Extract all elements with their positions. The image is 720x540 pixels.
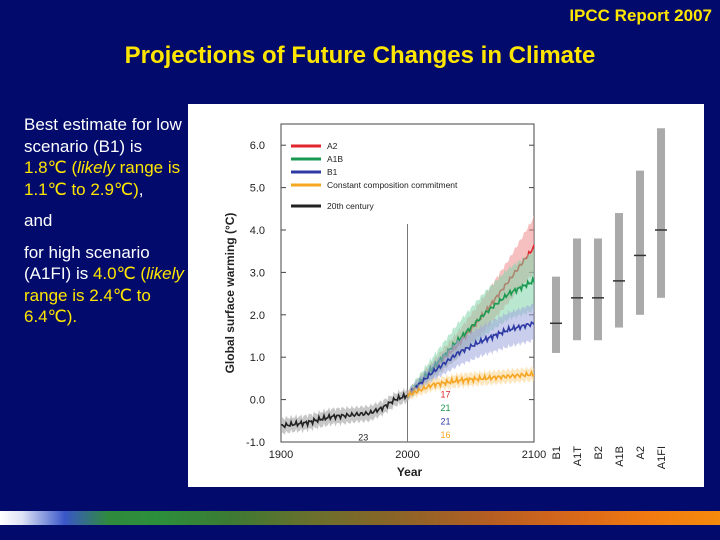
series-line-constant-composition-commitment — [406, 369, 535, 398]
model-count-label: 21 — [440, 417, 450, 427]
x-axis-label: Year — [397, 465, 423, 479]
chart-panel: -1.0 0.0 1.0 2.0 3.0 4.0 5.0 6.0 1900 2000 2100 Yea… — [188, 104, 704, 487]
series-line-20th-century — [280, 391, 408, 429]
high-scenario-paragraph: for high scenario (A1FI) is 4.0℃ (likely… — [24, 242, 186, 328]
range-bar-b1 — [552, 276, 560, 353]
scenario-label: A2 — [635, 446, 647, 459]
y-tick-label: 3.0 — [250, 267, 265, 279]
legend-label: A2 — [327, 141, 338, 151]
legend-label: A1B — [327, 154, 343, 164]
y-tick-label: 5.0 — [250, 183, 265, 195]
y-tick-label: 1.0 — [250, 352, 265, 364]
band-constant-composition-commitment — [407, 365, 534, 401]
scenario-label: B2 — [593, 446, 605, 459]
range-bar-b2 — [594, 238, 602, 341]
decorative-stripe — [0, 511, 720, 525]
band-b1 — [407, 303, 534, 402]
y-tick-label: 0.0 — [250, 395, 265, 407]
report-label: IPCC Report 2007 — [569, 6, 712, 25]
x-tick-label: 2000 — [395, 449, 419, 461]
y-tick-label: 2.0 — [250, 310, 265, 322]
series-line-b1 — [406, 320, 535, 398]
legend-label: 20th century — [327, 201, 375, 211]
low-scenario-paragraph: Best estimate for low scenario (B1) is 1… — [24, 114, 186, 200]
high-scenario-paren: ( — [135, 264, 147, 283]
range-bar-a1fi — [657, 128, 665, 298]
high-scenario-range: range is 2.4℃ to 6.4℃). — [24, 285, 151, 327]
low-scenario-intro: Best estimate for low scenario (B1) is — [24, 115, 182, 156]
range-bar-a1t — [573, 238, 581, 341]
warming-chart: -1.0 0.0 1.0 2.0 3.0 4.0 5.0 6.0 1900 2000 2100 Yea… — [223, 123, 668, 479]
high-scenario-intro: for high scenario (A1FI) is — [24, 242, 150, 284]
legend-label: B1 — [327, 167, 338, 177]
y-tick-label: 4.0 — [250, 225, 265, 237]
footer-bar — [0, 528, 720, 540]
y-axis-label: Global surface warming (°C) — [223, 213, 237, 374]
model-count-label: 17 — [440, 389, 450, 399]
range-bar-a2 — [636, 170, 644, 315]
legend-label: Constant composition commitment — [327, 180, 458, 190]
x-tick-label: 1900 — [269, 449, 293, 461]
scenario-label: A1T — [572, 446, 584, 466]
x-tick-label: 2100 — [522, 449, 546, 461]
low-scenario-comma: , — [138, 179, 144, 199]
low-scenario-paren: ( — [66, 158, 78, 177]
scenario-label: A1FI — [656, 446, 668, 469]
y-tick-label: -1.0 — [246, 437, 265, 449]
model-count-label: 23 — [358, 432, 368, 442]
range-bar-a1b — [615, 213, 623, 328]
slide-title: Projections of Future Changes in Climate — [124, 42, 596, 69]
model-count-label: 21 — [440, 403, 450, 413]
scenario-label: B1 — [551, 446, 563, 459]
summary-text: Best estimate for low scenario (B1) is 1… — [24, 114, 186, 338]
scenario-label: A1B — [614, 446, 626, 467]
low-scenario-likely: likely — [77, 158, 115, 177]
low-scenario-value: 1.8℃ — [24, 158, 67, 177]
low-scenario-range: range is 1.1℃ to 2.9℃) — [24, 158, 181, 199]
high-scenario-value: 4.0℃ — [92, 264, 136, 283]
band-20th-century — [281, 387, 408, 435]
model-count-label: 16 — [440, 430, 450, 440]
y-tick-label: 6.0 — [250, 140, 265, 152]
and-paragraph: and — [24, 211, 53, 230]
high-scenario-likely: likely — [146, 264, 184, 283]
